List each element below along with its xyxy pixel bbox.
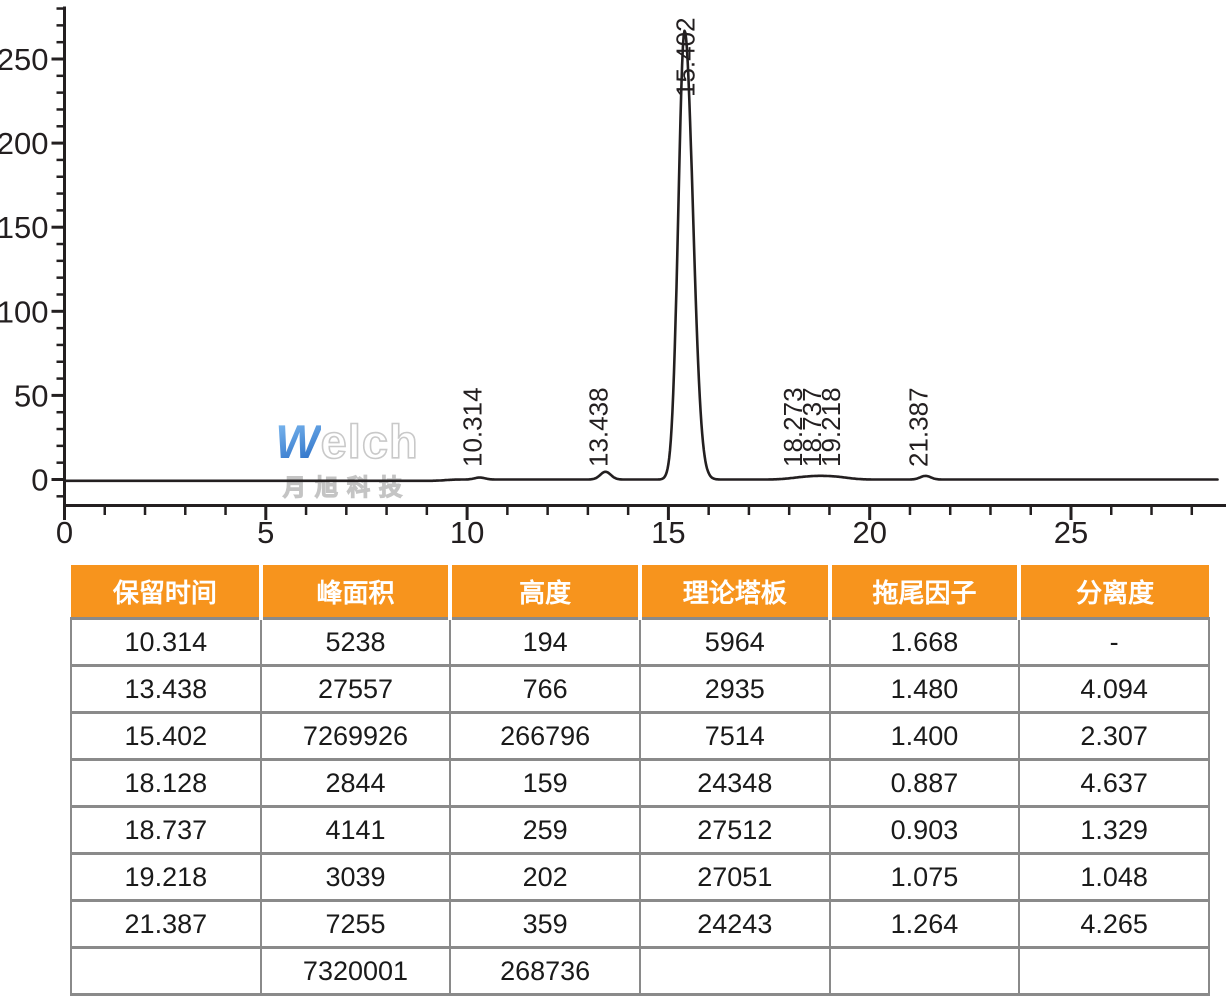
column-header-2: 峰面积 <box>258 565 451 619</box>
table-cell: 27512 <box>638 805 831 855</box>
table-cell <box>1018 946 1210 996</box>
chromatogram-svg: 0 50 100 150 200 250 0 5 10 15 20 25 10.314 13.438 15.… <box>0 6 1226 550</box>
table-cell: 766 <box>449 664 641 714</box>
table-cell <box>70 946 262 996</box>
table-cell: 1.048 <box>1018 852 1210 902</box>
table-cell: 18.128 <box>70 758 262 808</box>
welch-logo: Welch <box>262 415 432 468</box>
welch-logo-w-icon: W <box>275 415 321 468</box>
table-cell: 24348 <box>638 758 831 808</box>
table-row: 7320001 268736 <box>70 946 1210 996</box>
table-row: 18.128 2844 159 24348 0.887 4.637 <box>70 758 1210 808</box>
peak-retention-time-label: 18.737 <box>797 387 827 467</box>
table-cell: 1.668 <box>828 617 1021 667</box>
welch-logo-elch: elch <box>320 415 419 468</box>
table-cell: 7320001 <box>259 946 452 996</box>
table-cell: 4.637 <box>1018 758 1210 808</box>
table-cell: 19.218 <box>70 852 262 902</box>
table-cell: 24243 <box>638 899 831 949</box>
chromatogram-trace <box>64 29 1219 483</box>
table-cell: 18.737 <box>70 805 262 855</box>
x-axis-tick-label: 20 <box>852 515 886 550</box>
table-cell: 4.265 <box>1018 899 1210 949</box>
table-cell: 2935 <box>638 664 831 714</box>
table-cell: 268736 <box>449 946 641 996</box>
table-cell: 7514 <box>638 711 831 761</box>
table-cell: 1.400 <box>828 711 1021 761</box>
peak-retention-time-label: 18.273 <box>778 387 808 467</box>
chromatogram-chart: Welch 月旭科技 0 50 100 150 200 250 0 5 10 15 20 25 10.3… <box>0 6 1226 550</box>
table-cell <box>828 946 1021 996</box>
table-row: 19.218 3039 202 27051 1.075 1.048 <box>70 852 1210 902</box>
table-cell: 27051 <box>638 852 831 902</box>
table-cell: 7269926 <box>259 711 452 761</box>
column-header-6: 分离度 <box>1017 565 1209 619</box>
table-cell: 0.903 <box>828 805 1021 855</box>
column-header-3: 高度 <box>448 565 640 619</box>
peak-retention-time-label: 15.402 <box>671 17 701 97</box>
table-cell: 1.480 <box>828 664 1021 714</box>
y-axis-tick-label: 250 <box>0 42 49 77</box>
table-cell: 5238 <box>259 617 452 667</box>
column-header-1: 保留时间 <box>71 565 261 619</box>
table-row: 15.402 7269926 266796 7514 1.400 2.307 <box>70 711 1210 761</box>
table-cell: 27557 <box>259 664 452 714</box>
table-cell: 3039 <box>259 852 452 902</box>
table-cell: 1.329 <box>1018 805 1210 855</box>
peak-retention-time-label: 13.438 <box>584 387 614 467</box>
x-axis-tick-label: 25 <box>1054 515 1088 550</box>
table-cell: 266796 <box>449 711 641 761</box>
x-axis-tick-label: 15 <box>651 515 685 550</box>
welch-subtitle: 月旭科技 <box>282 473 411 500</box>
peak-retention-time-label: 10.314 <box>458 387 488 467</box>
table-cell: 0.887 <box>828 758 1021 808</box>
table-cell: 259 <box>449 805 641 855</box>
peak-table-header: 保留时间 峰面积 高度 理论塔板 拖尾因子 分离度 <box>71 565 1209 619</box>
y-axis-tick-label: 50 <box>14 378 48 413</box>
table-cell: 1.075 <box>828 852 1021 902</box>
table-cell: 1.264 <box>828 899 1021 949</box>
table-cell: 359 <box>449 899 641 949</box>
table-cell: 4.094 <box>1018 664 1210 714</box>
table-cell <box>638 946 831 996</box>
table-cell: 2.307 <box>1018 711 1210 761</box>
x-axis-tick-label: 5 <box>257 515 274 550</box>
header-row: 保留时间 峰面积 高度 理论塔板 拖尾因子 分离度 <box>71 565 1209 619</box>
y-axis-tick-label: 0 <box>31 463 48 498</box>
table-cell: 5964 <box>638 617 831 667</box>
x-axis-tick-label: 0 <box>56 515 73 550</box>
table-cell: 10.314 <box>70 617 262 667</box>
peak-results-table: 保留时间 峰面积 高度 理论塔板 拖尾因子 分离度 10.314 5238 194 5964 1.… <box>70 565 1210 996</box>
welch-watermark: Welch 月旭科技 <box>262 415 432 502</box>
y-axis-tick-label: 200 <box>0 126 49 161</box>
column-header-5: 拖尾因子 <box>827 565 1020 619</box>
table-cell: 159 <box>449 758 641 808</box>
table-row: 18.737 4141 259 27512 0.903 1.329 <box>70 805 1210 855</box>
table-cell: 2844 <box>259 758 452 808</box>
table-cell: 13.438 <box>70 664 262 714</box>
y-axis-tick-label: 150 <box>0 210 49 245</box>
table-cell: 194 <box>449 617 641 667</box>
peak-retention-time-label: 19.218 <box>816 387 846 467</box>
table-cell: 21.387 <box>70 899 262 949</box>
table-cell: 7255 <box>259 899 452 949</box>
table-cell: 4141 <box>259 805 452 855</box>
table-row: 10.314 5238 194 5964 1.668- <box>70 617 1210 667</box>
column-header-4: 理论塔板 <box>637 565 830 619</box>
table-row: 21.387 7255 359 24243 1.264 4.265 <box>70 899 1210 949</box>
x-axis-tick-label: 10 <box>450 515 484 550</box>
y-axis-tick-label: 100 <box>0 294 49 329</box>
table-cell: 15.402 <box>70 711 262 761</box>
table-cell: 202 <box>449 852 641 902</box>
table-row: 13.438 27557 766 2935 1.480 4.094 <box>70 664 1210 714</box>
peak-retention-time-label: 21.387 <box>904 387 934 467</box>
table-cell: - <box>1018 617 1210 667</box>
